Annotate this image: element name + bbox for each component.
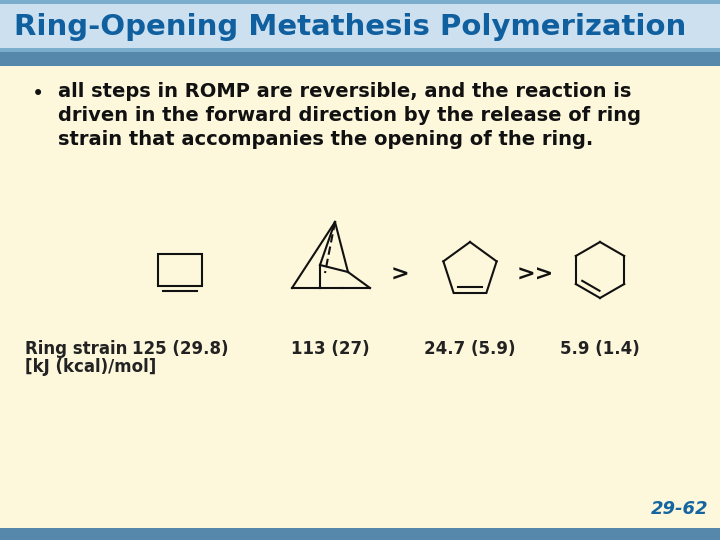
Text: [kJ (kcal)/mol]: [kJ (kcal)/mol]: [25, 358, 156, 376]
Bar: [158, 254, 202, 286]
Bar: [0, 528, 720, 540]
Text: 5.9 (1.4): 5.9 (1.4): [560, 340, 640, 358]
Text: •: •: [32, 84, 44, 104]
Text: all steps in ROMP are reversible, and the reaction is: all steps in ROMP are reversible, and th…: [58, 82, 631, 101]
Text: strain that accompanies the opening of the ring.: strain that accompanies the opening of t…: [58, 130, 593, 149]
Text: 113 (27): 113 (27): [291, 340, 369, 358]
Text: 24.7 (5.9): 24.7 (5.9): [424, 340, 516, 358]
Bar: [0, 48, 720, 52]
Bar: [0, 52, 720, 66]
Text: driven in the forward direction by the release of ring: driven in the forward direction by the r…: [58, 106, 641, 125]
Text: >: >: [391, 265, 409, 285]
Text: 29-62: 29-62: [650, 500, 708, 518]
Text: Ring strain: Ring strain: [25, 340, 127, 358]
Text: 125 (29.8): 125 (29.8): [132, 340, 228, 358]
Bar: [0, 0, 720, 4]
Bar: [0, 0, 720, 52]
Text: Ring-Opening Metathesis Polymerization: Ring-Opening Metathesis Polymerization: [14, 13, 686, 41]
Text: >>: >>: [516, 265, 554, 285]
